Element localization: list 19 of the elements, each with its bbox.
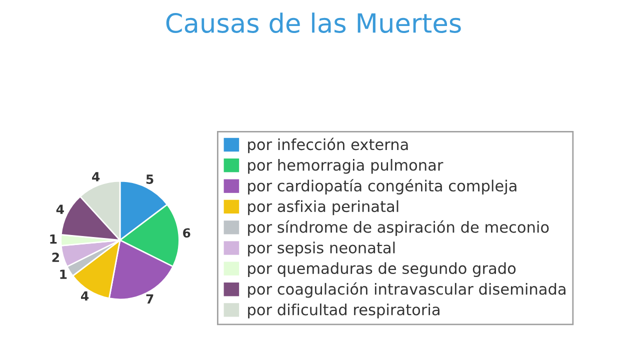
legend-label: por dificultad respiratoria [248,304,440,318]
data-label: 4 [92,172,100,182]
data-label: 2 [52,252,59,262]
data-label: 1 [50,234,57,244]
legend-label: por quemaduras de segundo grado [248,262,516,278]
legend-label: por hemorragia pulmonar [248,158,444,174]
data-label: 5 [146,174,154,184]
legend-label: por sepsis neonatal [248,242,395,256]
data-label: 7 [146,294,154,304]
data-label: 6 [183,228,190,238]
legend-label: por infección externa [248,138,408,154]
legend-label: por coagulación intravascular diseminada [248,282,566,298]
data-label: 4 [81,291,89,300]
chart-title: Causas de las Muertes [166,12,461,33]
legend-label: por síndrome de aspiración de meconio [248,220,549,236]
legend-label: por asfixia perinatal [248,200,398,216]
data-label: 1 [60,270,67,279]
data-label: 4 [56,204,64,214]
legend-label: por cardiopatía congénita compleja [248,179,516,194]
